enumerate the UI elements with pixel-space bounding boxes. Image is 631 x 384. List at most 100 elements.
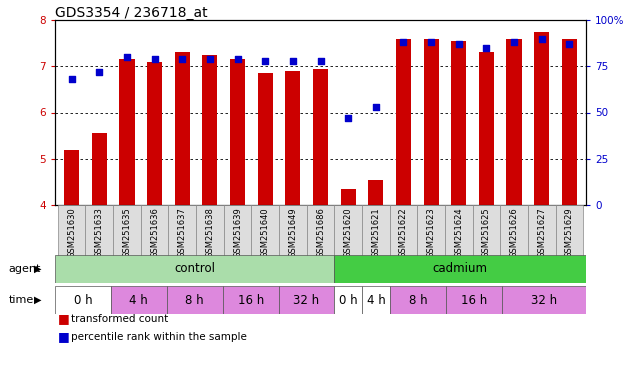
Text: GDS3354 / 236718_at: GDS3354 / 236718_at bbox=[55, 6, 208, 20]
Bar bbox=[446, 286, 502, 314]
Point bbox=[509, 39, 519, 45]
Text: control: control bbox=[174, 263, 215, 275]
Bar bbox=[445, 205, 473, 280]
Bar bbox=[534, 31, 550, 205]
Bar bbox=[175, 52, 190, 205]
Bar bbox=[147, 61, 162, 205]
Bar bbox=[369, 180, 384, 205]
Text: GSM251635: GSM251635 bbox=[122, 207, 131, 258]
Bar bbox=[507, 38, 522, 205]
Bar bbox=[58, 205, 85, 280]
Bar bbox=[203, 55, 218, 205]
Bar bbox=[223, 286, 278, 314]
Bar bbox=[230, 59, 245, 205]
Bar bbox=[334, 205, 362, 280]
Bar bbox=[307, 205, 334, 280]
Text: 16 h: 16 h bbox=[237, 293, 264, 306]
Text: GSM251637: GSM251637 bbox=[178, 207, 187, 258]
Text: 8 h: 8 h bbox=[409, 293, 428, 306]
Bar bbox=[113, 205, 141, 280]
Bar bbox=[528, 205, 555, 280]
Bar bbox=[91, 133, 107, 205]
Text: GSM251630: GSM251630 bbox=[67, 207, 76, 258]
Text: GSM251636: GSM251636 bbox=[150, 207, 159, 258]
Text: GSM251623: GSM251623 bbox=[427, 207, 435, 258]
Text: GSM251640: GSM251640 bbox=[261, 207, 269, 258]
Bar bbox=[313, 69, 328, 205]
Text: ▶: ▶ bbox=[34, 264, 42, 274]
Text: GSM251622: GSM251622 bbox=[399, 207, 408, 258]
Text: GSM251638: GSM251638 bbox=[205, 207, 215, 258]
Text: GSM251627: GSM251627 bbox=[537, 207, 546, 258]
Text: GSM251633: GSM251633 bbox=[95, 207, 103, 258]
Point bbox=[564, 41, 574, 47]
Bar bbox=[64, 149, 80, 205]
Text: cadmium: cadmium bbox=[433, 263, 488, 275]
Bar bbox=[55, 286, 111, 314]
Text: 0 h: 0 h bbox=[339, 293, 358, 306]
Bar bbox=[417, 205, 445, 280]
Point bbox=[94, 69, 104, 75]
Text: GSM251626: GSM251626 bbox=[510, 207, 519, 258]
Text: GSM251639: GSM251639 bbox=[233, 207, 242, 258]
Bar bbox=[251, 205, 279, 280]
Point bbox=[177, 56, 187, 62]
Text: ■: ■ bbox=[58, 313, 70, 326]
Bar bbox=[167, 286, 223, 314]
Point bbox=[398, 39, 408, 45]
Bar bbox=[362, 205, 389, 280]
Point bbox=[454, 41, 464, 47]
Point bbox=[232, 56, 242, 62]
Text: 8 h: 8 h bbox=[186, 293, 204, 306]
Point bbox=[426, 39, 436, 45]
Text: 0 h: 0 h bbox=[74, 293, 92, 306]
Bar bbox=[278, 286, 334, 314]
Point bbox=[288, 58, 298, 64]
Text: 4 h: 4 h bbox=[129, 293, 148, 306]
Text: GSM251625: GSM251625 bbox=[482, 207, 491, 258]
Bar bbox=[389, 205, 417, 280]
Bar bbox=[502, 286, 586, 314]
Text: GSM251649: GSM251649 bbox=[288, 207, 297, 258]
Point bbox=[260, 58, 270, 64]
Bar bbox=[396, 38, 411, 205]
Text: 32 h: 32 h bbox=[531, 293, 557, 306]
Text: GSM251629: GSM251629 bbox=[565, 207, 574, 258]
Point bbox=[150, 56, 160, 62]
Bar bbox=[141, 205, 168, 280]
Point bbox=[205, 56, 215, 62]
Text: transformed count: transformed count bbox=[71, 314, 168, 324]
Bar bbox=[334, 255, 586, 283]
Point bbox=[371, 104, 381, 110]
Bar bbox=[55, 255, 334, 283]
Bar bbox=[423, 38, 439, 205]
Bar bbox=[85, 205, 113, 280]
Bar bbox=[562, 38, 577, 205]
Bar bbox=[224, 205, 251, 280]
Bar bbox=[111, 286, 167, 314]
Text: 16 h: 16 h bbox=[461, 293, 487, 306]
Text: 4 h: 4 h bbox=[367, 293, 386, 306]
Bar bbox=[257, 73, 273, 205]
Point bbox=[122, 54, 132, 60]
Text: 32 h: 32 h bbox=[293, 293, 319, 306]
Bar bbox=[341, 189, 356, 205]
Bar bbox=[451, 41, 466, 205]
Text: time: time bbox=[8, 295, 33, 305]
Point bbox=[316, 58, 326, 64]
Bar bbox=[285, 71, 300, 205]
Bar bbox=[555, 205, 583, 280]
Text: agent: agent bbox=[8, 264, 40, 274]
Bar bbox=[168, 205, 196, 280]
Point bbox=[537, 35, 547, 41]
Bar bbox=[362, 286, 391, 314]
Bar bbox=[500, 205, 528, 280]
Text: ■: ■ bbox=[58, 331, 70, 344]
Text: GSM251686: GSM251686 bbox=[316, 207, 325, 258]
Text: GSM251620: GSM251620 bbox=[344, 207, 353, 258]
Bar bbox=[479, 52, 494, 205]
Point bbox=[343, 115, 353, 121]
Bar bbox=[279, 205, 307, 280]
Point bbox=[66, 76, 76, 82]
Text: GSM251624: GSM251624 bbox=[454, 207, 463, 258]
